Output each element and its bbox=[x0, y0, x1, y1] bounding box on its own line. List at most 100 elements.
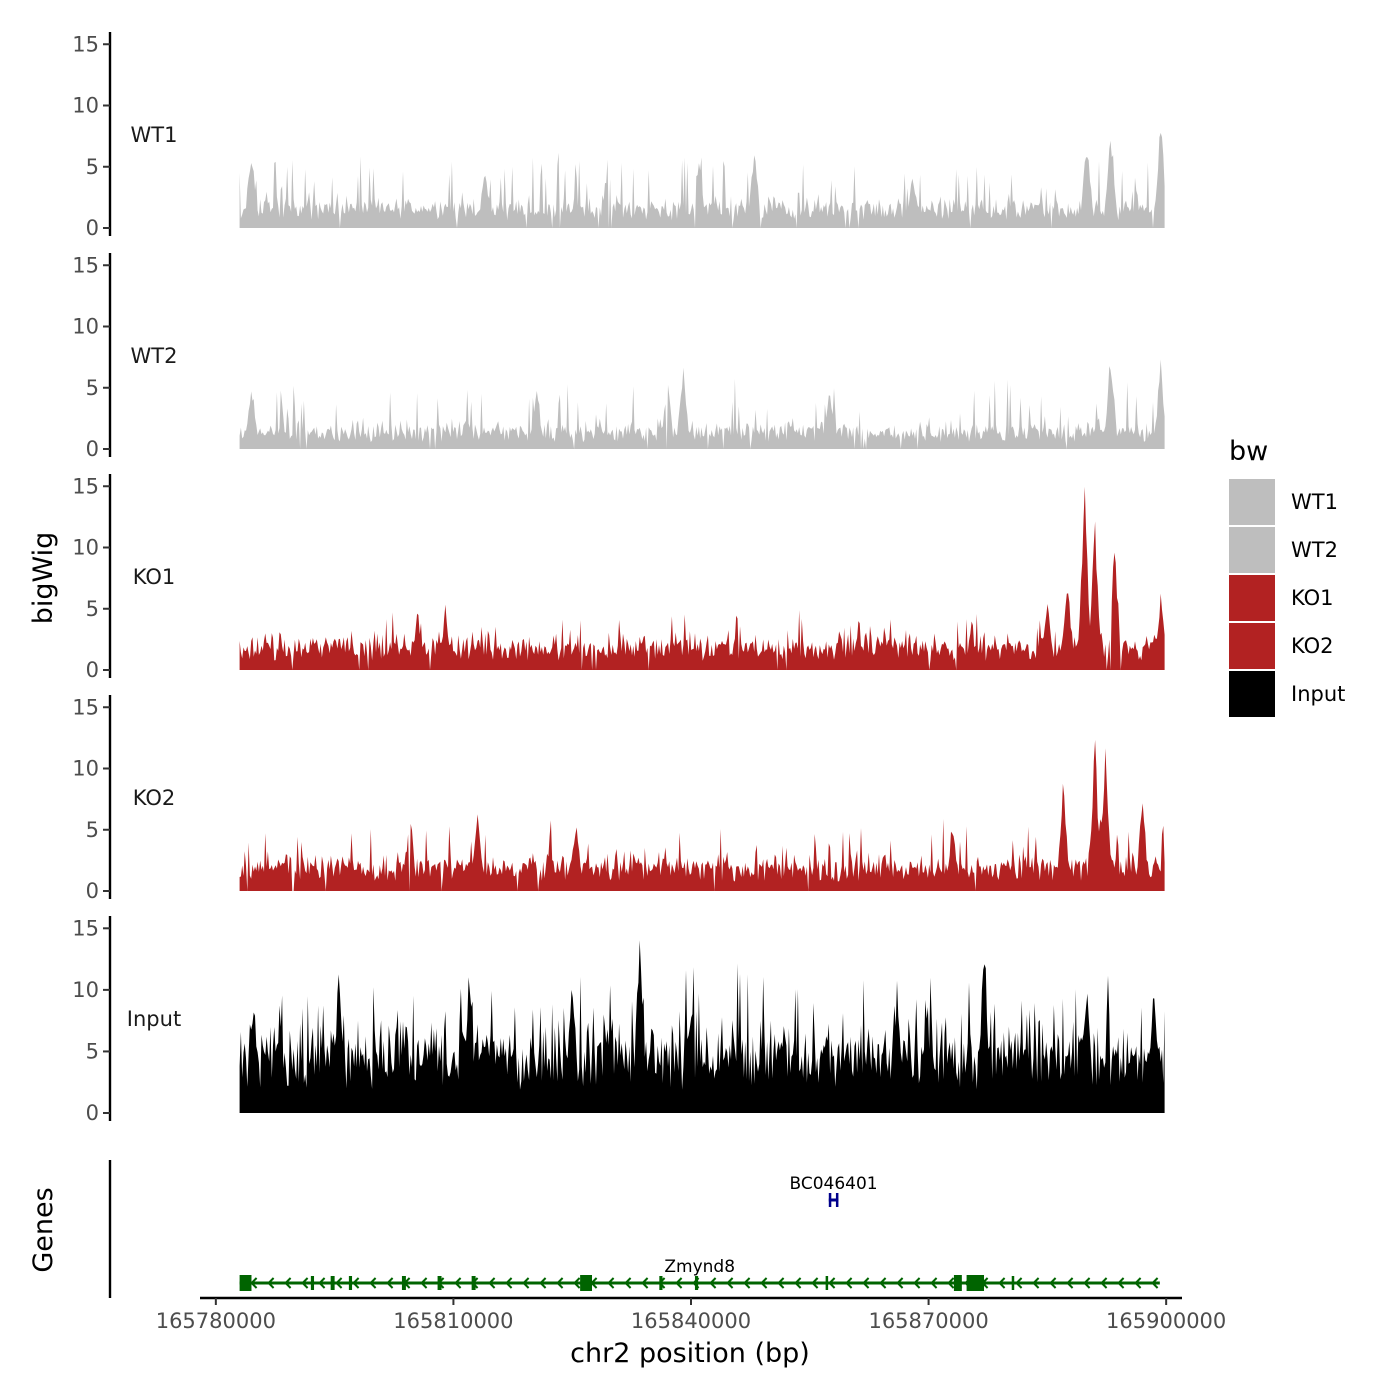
track-wt1: 0 5 10 15 WT1 bbox=[72, 32, 1165, 240]
strand-arrow bbox=[505, 1277, 513, 1289]
strand-arrow bbox=[930, 1277, 938, 1289]
y-tick-label: 5 bbox=[86, 1039, 99, 1063]
strand-arrow bbox=[454, 1277, 462, 1289]
legend-key-wt2 bbox=[1229, 527, 1275, 573]
legend-key-ko1 bbox=[1229, 575, 1275, 621]
strand-arrow bbox=[828, 1277, 836, 1289]
strand-arrow bbox=[488, 1277, 496, 1289]
strand-arrow bbox=[267, 1277, 275, 1289]
legend-label-ko1: KO1 bbox=[1291, 586, 1334, 610]
y-tick-label: 5 bbox=[86, 597, 99, 621]
legend-title: bw bbox=[1229, 436, 1268, 467]
genes-panel: Zmynd8 BC046401 bbox=[108, 1160, 1160, 1298]
y-tick-label: 10 bbox=[72, 315, 99, 339]
strand-arrow bbox=[522, 1277, 530, 1289]
legend-label-wt2: WT2 bbox=[1291, 538, 1338, 562]
legend-label-ko2: KO2 bbox=[1291, 634, 1334, 658]
track-label-ko2: KO2 bbox=[133, 786, 176, 810]
exon bbox=[437, 1276, 442, 1290]
track-label-wt2: WT2 bbox=[131, 344, 178, 368]
x-axis: 165780000 165810000 165840000 165870000 1659… bbox=[156, 1296, 1226, 1333]
strand-arrow bbox=[760, 1277, 768, 1289]
strand-arrow bbox=[845, 1277, 853, 1289]
legend-label-wt1: WT1 bbox=[1291, 490, 1338, 514]
gene-label: Zmynd8 bbox=[664, 1257, 735, 1277]
strand-arrow bbox=[1117, 1277, 1125, 1289]
signal-area-ko2 bbox=[239, 739, 1165, 891]
strand-arrow bbox=[726, 1277, 734, 1289]
y-tick-label: 15 bbox=[72, 32, 99, 56]
y-tick-label: 0 bbox=[86, 879, 99, 903]
y-tick-label: 5 bbox=[86, 818, 99, 842]
exon bbox=[828, 1193, 832, 1207]
strand-arrow bbox=[607, 1277, 615, 1289]
track-label-input: Input bbox=[127, 1007, 181, 1031]
strand-arrow bbox=[1134, 1277, 1142, 1289]
x-tick-label: 165810000 bbox=[393, 1309, 513, 1333]
gene-label: BC046401 bbox=[789, 1174, 877, 1194]
y-tick-label: 0 bbox=[86, 1101, 99, 1125]
y-tick-label: 15 bbox=[72, 916, 99, 940]
strand-arrow bbox=[641, 1277, 649, 1289]
strand-arrow bbox=[896, 1277, 904, 1289]
exon bbox=[330, 1276, 335, 1290]
track-wt2: 0 5 10 15 WT2 bbox=[72, 253, 1165, 461]
y-tick-label: 5 bbox=[86, 376, 99, 400]
strand-arrow bbox=[420, 1277, 428, 1289]
legend-label-input: Input bbox=[1291, 682, 1345, 706]
exon bbox=[953, 1275, 962, 1291]
y-axis-title: bigWig bbox=[28, 532, 59, 625]
signal-area-input bbox=[239, 940, 1165, 1113]
strand-arrow bbox=[1015, 1277, 1023, 1289]
track-ko1: 0 5 10 15 KO1 bbox=[72, 474, 1165, 682]
strand-arrow bbox=[1032, 1277, 1040, 1289]
strand-arrow bbox=[250, 1277, 258, 1289]
strand-arrow bbox=[556, 1277, 564, 1289]
strand-arrow bbox=[318, 1277, 326, 1289]
exon bbox=[348, 1276, 353, 1290]
strand-arrow bbox=[675, 1277, 683, 1289]
signal-area-ko1 bbox=[239, 486, 1165, 670]
y-tick-label: 0 bbox=[86, 658, 99, 682]
strand-arrow bbox=[998, 1277, 1006, 1289]
gene-bc046401: BC046401 bbox=[789, 1174, 878, 1207]
legend-key-ko2 bbox=[1229, 623, 1275, 669]
y-tick-label: 15 bbox=[72, 253, 99, 277]
strand-arrow bbox=[794, 1277, 802, 1289]
strand-arrow bbox=[777, 1277, 785, 1289]
y-tick-label: 0 bbox=[86, 216, 99, 240]
strand-arrow bbox=[352, 1277, 360, 1289]
exon bbox=[471, 1276, 476, 1290]
exon bbox=[966, 1275, 985, 1291]
genes-panel-title: Genes bbox=[28, 1187, 59, 1272]
strand-arrow bbox=[862, 1277, 870, 1289]
strand-arrow bbox=[284, 1277, 292, 1289]
gene-zmynd8: Zmynd8 bbox=[239, 1257, 1160, 1291]
strand-arrow bbox=[1100, 1277, 1108, 1289]
strand-arrow bbox=[947, 1277, 955, 1289]
strand-arrow bbox=[624, 1277, 632, 1289]
strand-arrow bbox=[879, 1277, 887, 1289]
signal-area-wt2 bbox=[239, 359, 1165, 449]
legend-key-input bbox=[1229, 671, 1275, 717]
exon bbox=[659, 1276, 663, 1290]
strand-arrow bbox=[1066, 1277, 1074, 1289]
strand-arrow bbox=[811, 1277, 819, 1289]
exon bbox=[310, 1276, 315, 1290]
exon bbox=[835, 1193, 839, 1207]
x-tick-label: 165900000 bbox=[1106, 1309, 1226, 1333]
strand-arrow bbox=[743, 1277, 751, 1289]
x-axis-title: chr2 position (bp) bbox=[570, 1338, 810, 1369]
strand-arrow bbox=[1083, 1277, 1091, 1289]
y-tick-label: 10 bbox=[72, 536, 99, 560]
coverage-tracks: 0 5 10 15 WT1 0 5 10 15 WT2 0 5 10 15 KO1 0 5 10 15 KO2 0 5 10… bbox=[72, 32, 1165, 1125]
exon bbox=[694, 1276, 699, 1290]
strand-arrow bbox=[386, 1277, 394, 1289]
strand-arrow bbox=[539, 1277, 547, 1289]
track-ko2: 0 5 10 15 KO2 bbox=[72, 695, 1165, 903]
exon bbox=[401, 1276, 406, 1290]
strand-arrow bbox=[573, 1277, 581, 1289]
track-label-wt1: WT1 bbox=[131, 123, 178, 147]
strand-arrow bbox=[301, 1277, 309, 1289]
